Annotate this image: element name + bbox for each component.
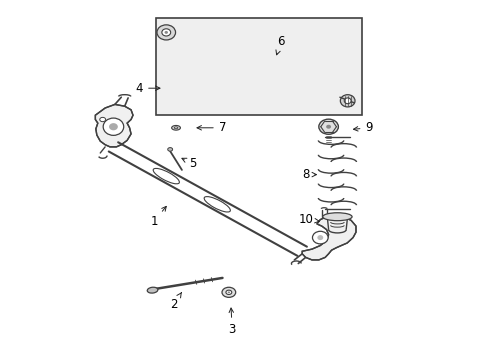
- Ellipse shape: [318, 119, 338, 134]
- Ellipse shape: [222, 287, 235, 297]
- Text: 5: 5: [182, 157, 197, 170]
- Text: 8: 8: [301, 168, 316, 181]
- Ellipse shape: [147, 287, 158, 293]
- Ellipse shape: [164, 31, 168, 34]
- Text: 9: 9: [353, 121, 372, 134]
- Ellipse shape: [100, 117, 105, 122]
- Ellipse shape: [153, 168, 179, 184]
- Ellipse shape: [227, 292, 229, 293]
- Ellipse shape: [157, 25, 175, 40]
- Ellipse shape: [162, 29, 170, 36]
- Ellipse shape: [171, 125, 180, 130]
- Ellipse shape: [167, 148, 172, 151]
- Text: 3: 3: [228, 308, 236, 336]
- Ellipse shape: [322, 213, 351, 221]
- Polygon shape: [95, 104, 133, 147]
- Ellipse shape: [317, 235, 323, 240]
- Text: 7: 7: [197, 121, 226, 134]
- Text: 1: 1: [150, 206, 166, 228]
- Ellipse shape: [174, 127, 177, 129]
- Text: 4: 4: [135, 82, 160, 95]
- Text: 10: 10: [298, 213, 319, 226]
- Ellipse shape: [103, 118, 123, 135]
- Ellipse shape: [203, 197, 230, 212]
- Ellipse shape: [340, 95, 354, 107]
- Ellipse shape: [109, 123, 118, 130]
- Bar: [156, 18, 361, 115]
- Ellipse shape: [325, 125, 330, 129]
- Ellipse shape: [344, 98, 350, 104]
- Text: 6: 6: [275, 35, 285, 55]
- Ellipse shape: [225, 290, 231, 294]
- Ellipse shape: [312, 231, 327, 244]
- Text: 2: 2: [169, 293, 181, 311]
- Polygon shape: [302, 215, 355, 260]
